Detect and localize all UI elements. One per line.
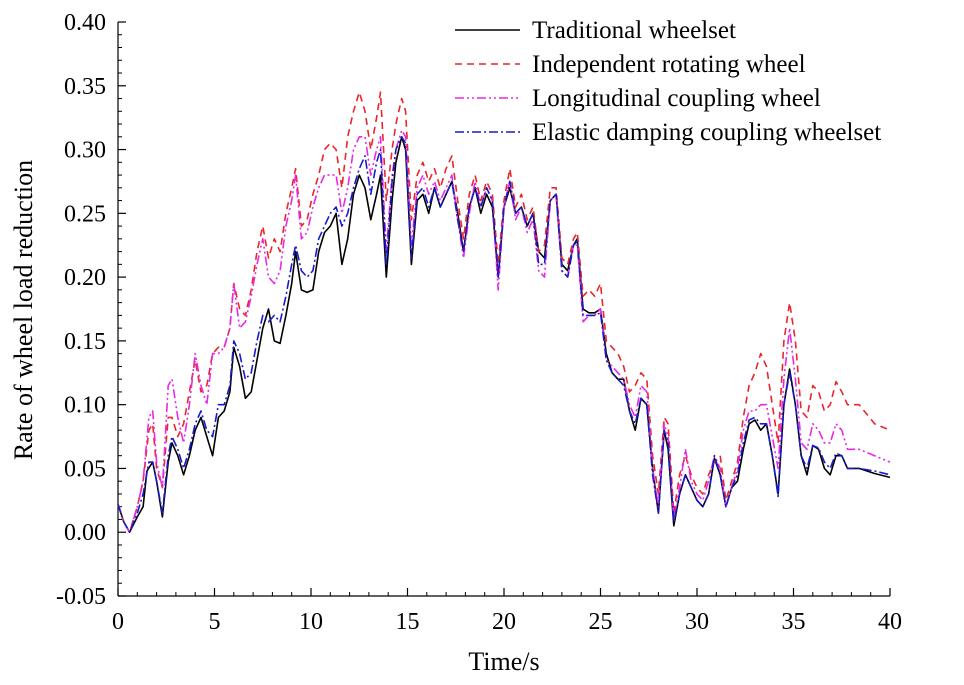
x-tick-label: 20	[492, 609, 516, 635]
y-tick-label: 0.05	[64, 456, 106, 482]
x-tick-label: 15	[396, 609, 420, 635]
axes: 0 5 10 15 20 25 30 35 40 -0.05 0.00 0.05 0.10 0.15 0.2…	[56, 10, 902, 635]
x-tick-label: 0	[112, 609, 124, 635]
x-tick-label: 25	[589, 609, 613, 635]
x-tick-label: 10	[299, 609, 323, 635]
legend: Traditional wheelset Independent rotating…	[455, 17, 881, 146]
legend-label-elastic-damping-coupling-wheelset: Elastic damping coupling wheelset	[532, 119, 881, 146]
y-tick-label: 0.15	[64, 329, 106, 355]
x-tick-label: 30	[685, 609, 709, 635]
legend-label-longitudinal-coupling-wheel: Longitudinal coupling wheel	[532, 85, 821, 112]
x-tick-label: 40	[878, 609, 902, 635]
y-tick-label: -0.05	[56, 584, 106, 610]
series-line-independent-rotating-wheel	[117, 91, 891, 533]
y-tick-label: 0.30	[64, 138, 106, 164]
series-lines	[117, 91, 891, 533]
y-tick-label: 0.40	[64, 10, 106, 36]
y-tick-label: 0.10	[64, 393, 106, 419]
y-tick-label: 0.35	[64, 74, 106, 100]
x-tick-label: 35	[782, 609, 806, 635]
y-tick-label: 0.25	[64, 201, 106, 227]
x-axis-title: Time/s	[468, 647, 539, 676]
legend-label-traditional-wheelset: Traditional wheelset	[532, 17, 736, 44]
y-tick-label: 0.00	[64, 520, 106, 546]
series-line-elastic-damping-coupling-wheelset	[117, 136, 891, 533]
series-line-traditional-wheelset	[117, 136, 891, 533]
y-axis-title: Rate of wheel load reduction	[9, 160, 38, 460]
x-tick-label: 5	[209, 609, 221, 635]
y-tick-label: 0.20	[64, 265, 106, 291]
legend-label-independent-rotating-wheel: Independent rotating wheel	[532, 51, 806, 78]
